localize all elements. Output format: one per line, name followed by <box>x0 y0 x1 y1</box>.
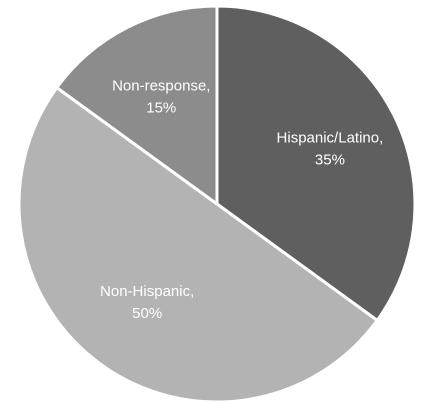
slice-label: Hispanic/Latino, 35% <box>277 129 384 168</box>
pie-slice-non-hispanic <box>17 85 380 402</box>
slice-label-name: Hispanic/Latino, <box>277 129 384 146</box>
slice-label-percent: 50% <box>132 305 162 322</box>
slice-label: Non-response, 15% <box>112 78 210 117</box>
slice-label-percent: 15% <box>146 100 176 117</box>
pie-slice-hispanic-latino <box>215 4 417 323</box>
pie-slices <box>17 4 417 402</box>
pie-slice-non-response <box>54 4 219 207</box>
slice-label-percent: 35% <box>315 151 345 168</box>
pie-labels: Hispanic/Latino, 35% Non-Hispanic, 50% Non-r… <box>100 78 383 322</box>
slice-label-name: Non-response, <box>112 78 210 95</box>
slice-label: Non-Hispanic, 50% <box>100 283 194 322</box>
slice-label-name: Non-Hispanic, <box>100 283 194 300</box>
